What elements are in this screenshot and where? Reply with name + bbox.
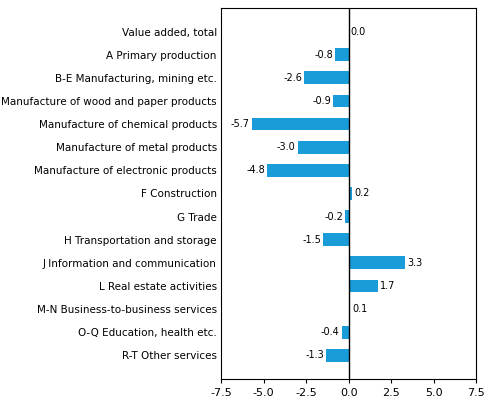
Text: -4.8: -4.8 xyxy=(246,165,265,175)
Text: -1.5: -1.5 xyxy=(302,235,321,245)
Bar xyxy=(323,233,349,246)
Bar xyxy=(335,48,349,61)
Text: 0.1: 0.1 xyxy=(353,304,368,314)
Bar xyxy=(298,141,349,154)
Bar xyxy=(349,257,405,269)
Text: -0.9: -0.9 xyxy=(312,96,331,106)
Bar xyxy=(333,94,349,107)
Bar xyxy=(349,280,378,292)
Text: -0.2: -0.2 xyxy=(324,212,343,222)
Text: -3.0: -3.0 xyxy=(277,142,296,152)
Text: -0.4: -0.4 xyxy=(321,327,340,337)
Text: 1.7: 1.7 xyxy=(380,281,395,291)
Text: 0.0: 0.0 xyxy=(351,27,366,37)
Bar xyxy=(304,72,349,84)
Bar xyxy=(267,164,349,177)
Text: -5.7: -5.7 xyxy=(231,119,249,129)
Text: 3.3: 3.3 xyxy=(407,258,422,268)
Bar xyxy=(345,210,349,223)
Bar xyxy=(251,118,349,130)
Text: -2.6: -2.6 xyxy=(283,73,302,83)
Bar xyxy=(349,303,350,315)
Bar xyxy=(342,326,349,339)
Text: -1.3: -1.3 xyxy=(306,350,325,360)
Text: -0.8: -0.8 xyxy=(314,50,333,59)
Bar xyxy=(349,187,352,200)
Bar xyxy=(327,349,349,362)
Text: 0.2: 0.2 xyxy=(354,188,369,198)
